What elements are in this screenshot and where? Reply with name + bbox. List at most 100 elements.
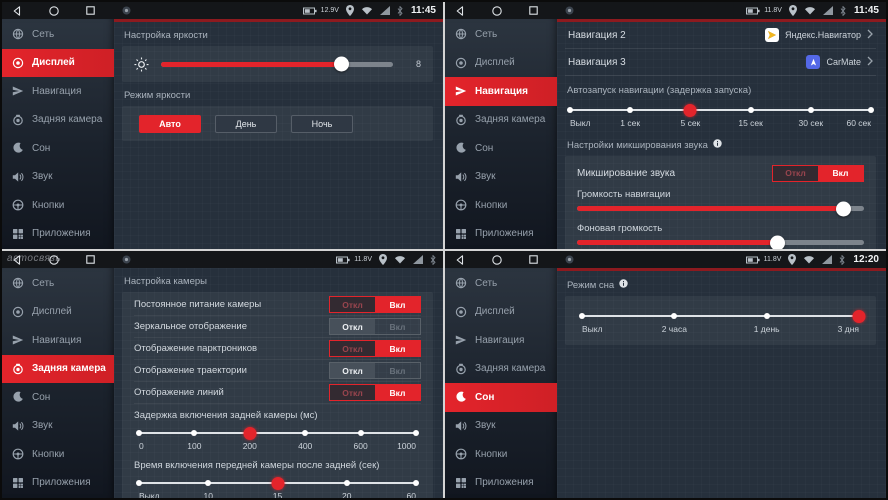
camera-setting-toggle[interactable]: Откл Вкл xyxy=(329,384,421,401)
recents-icon[interactable] xyxy=(529,6,538,15)
slider-stop-dot[interactable] xyxy=(413,430,419,436)
slider-thumb[interactable] xyxy=(333,56,349,72)
toggle-on-option[interactable]: Вкл xyxy=(375,385,420,400)
slider-stop-dot[interactable] xyxy=(671,313,678,319)
home-icon[interactable] xyxy=(49,5,59,16)
slider-stop-dot[interactable] xyxy=(868,107,874,113)
sidebar-item-sound[interactable]: Звук xyxy=(2,412,114,441)
sidebar-item-sound[interactable]: Звук xyxy=(445,163,557,192)
camera-setting-toggle[interactable]: Откл Вкл xyxy=(329,296,421,313)
camera-setting-toggle[interactable]: Откл Вкл xyxy=(329,340,421,357)
sidebar-item-buttons[interactable]: Кнопки xyxy=(2,440,114,469)
sidebar-item-rear-camera[interactable]: Задняя камера xyxy=(445,355,557,384)
toggle-off-option[interactable]: Откл xyxy=(330,385,375,400)
sidebar-item-sound[interactable]: Звук xyxy=(2,163,114,192)
toggle-on-option[interactable]: Вкл xyxy=(389,321,406,332)
sidebar-item-display[interactable]: Дисплей xyxy=(2,298,114,327)
sidebar-item-navigation[interactable]: Навигация xyxy=(445,326,557,355)
mixing-toggle[interactable]: Откл Вкл xyxy=(772,164,864,182)
sidebar-item-sound[interactable]: Звук xyxy=(445,412,557,441)
slider-active-dot[interactable] xyxy=(243,426,257,440)
camera-delay-slider[interactable]: 0 100 200 400 600 1000 xyxy=(134,424,421,454)
slider-stop-dot[interactable] xyxy=(191,430,198,436)
bg-volume-slider[interactable] xyxy=(577,235,864,249)
sidebar-item-apps[interactable]: Приложения xyxy=(445,220,557,249)
mode-button-inactive[interactable]: Ночь xyxy=(291,115,353,133)
sidebar-item-network[interactable]: Сеть xyxy=(445,20,557,49)
sidebar-item-apps[interactable]: Приложения xyxy=(2,220,114,249)
sleep-mode-slider[interactable]: Выкл 2 часа 1 день 3 дня xyxy=(577,307,866,337)
mode-button-inactive[interactable]: День xyxy=(215,115,277,133)
slider-stop-dot[interactable] xyxy=(205,480,212,486)
toggle-off-option[interactable]: Откл xyxy=(330,341,375,356)
toggle-on-option[interactable]: Вкл xyxy=(389,365,406,376)
slider-stop-dot[interactable] xyxy=(579,313,585,319)
home-icon[interactable] xyxy=(492,254,502,265)
nav-app-row-3[interactable]: Навигация 3 CarMate xyxy=(565,49,876,76)
sidebar-item-rear-camera[interactable]: Задняя камера xyxy=(2,106,114,135)
sidebar-item-network[interactable]: Сеть xyxy=(445,269,557,298)
slider-track[interactable] xyxy=(161,56,393,72)
sidebar-item-buttons[interactable]: Кнопки xyxy=(445,440,557,469)
sidebar-item-buttons[interactable]: Кнопки xyxy=(2,191,114,220)
toggle-on-option[interactable]: Вкл xyxy=(375,297,420,312)
sidebar-item-buttons[interactable]: Кнопки xyxy=(445,191,557,220)
sidebar-item-navigation[interactable]: Навигация xyxy=(445,77,557,106)
info-icon[interactable] xyxy=(619,279,628,291)
toggle-on-option[interactable]: Вкл xyxy=(375,341,420,356)
toggle-off-option[interactable]: Откл xyxy=(330,297,375,312)
slider-stop-dot[interactable] xyxy=(136,480,142,486)
sidebar-item-network[interactable]: Сеть xyxy=(2,269,114,298)
home-icon[interactable] xyxy=(492,5,502,16)
slider-stop-dot[interactable] xyxy=(627,107,634,113)
back-icon[interactable] xyxy=(12,5,22,16)
slider-stop-dot[interactable] xyxy=(763,313,770,319)
sidebar-item-sleep[interactable]: Сон xyxy=(2,383,114,412)
sidebar-item-rear-camera[interactable]: Задняя камера xyxy=(2,354,114,383)
sidebar-item-apps[interactable]: Приложения xyxy=(2,469,114,498)
recents-icon[interactable] xyxy=(529,255,538,264)
brightness-slider[interactable] xyxy=(161,56,393,72)
nav-volume-slider[interactable] xyxy=(577,201,864,216)
info-icon[interactable] xyxy=(713,139,722,151)
back-icon[interactable] xyxy=(12,254,22,265)
toggle-off-option[interactable]: Откл xyxy=(773,165,818,181)
sidebar-item-network[interactable]: Сеть xyxy=(2,20,114,49)
sidebar-item-navigation[interactable]: Навигация xyxy=(2,77,114,106)
front-camera-time-slider[interactable]: Выкл 10 15 20 60 xyxy=(134,474,421,498)
sidebar-item-sleep[interactable]: Сон xyxy=(445,134,557,163)
camera-setting-toggle[interactable]: Откл Вкл xyxy=(329,318,421,335)
slider-active-dot[interactable] xyxy=(271,476,284,490)
sidebar-item-sleep[interactable]: Сон xyxy=(445,383,557,412)
slider-active-dot[interactable] xyxy=(683,103,697,117)
recents-icon[interactable] xyxy=(86,6,95,15)
sidebar-item-display[interactable]: Дисплей xyxy=(445,49,557,78)
autostart-slider[interactable]: Выкл 1 сек 5 сек 15 сек 30 сек 60 сек xyxy=(565,101,876,131)
back-icon[interactable] xyxy=(455,5,465,16)
slider-stop-dot[interactable] xyxy=(747,107,754,113)
toggle-off-option[interactable]: Откл xyxy=(330,319,375,334)
toggle-off-option[interactable]: Откл xyxy=(330,363,375,378)
sidebar-item-display[interactable]: Дисплей xyxy=(445,298,557,327)
slider-thumb[interactable] xyxy=(835,201,851,216)
mode-button-active[interactable]: Авто xyxy=(139,115,201,133)
slider-stop-dot[interactable] xyxy=(807,107,814,113)
slider-stop-dot[interactable] xyxy=(302,430,309,436)
slider-track[interactable] xyxy=(577,235,864,249)
back-icon[interactable] xyxy=(455,254,465,265)
sidebar-item-rear-camera[interactable]: Задняя камера xyxy=(445,106,557,135)
slider-thumb[interactable] xyxy=(769,235,785,249)
sidebar-item-sleep[interactable]: Сон xyxy=(2,134,114,163)
recents-icon[interactable] xyxy=(86,255,95,264)
home-icon[interactable] xyxy=(49,254,59,265)
sidebar-item-apps[interactable]: Приложения xyxy=(445,469,557,498)
slider-stop-dot[interactable] xyxy=(413,480,419,486)
slider-active-dot[interactable] xyxy=(852,309,866,323)
slider-stop-dot[interactable] xyxy=(357,430,364,436)
camera-setting-toggle[interactable]: Откл Вкл xyxy=(329,362,421,379)
slider-stop-dot[interactable] xyxy=(567,107,573,113)
slider-stop-dot[interactable] xyxy=(136,430,142,436)
sidebar-item-navigation[interactable]: Навигация xyxy=(2,326,114,355)
nav-app-row-2[interactable]: Навигация 2 Яндекс.Навигатор xyxy=(565,22,876,49)
slider-stop-dot[interactable] xyxy=(343,480,350,486)
